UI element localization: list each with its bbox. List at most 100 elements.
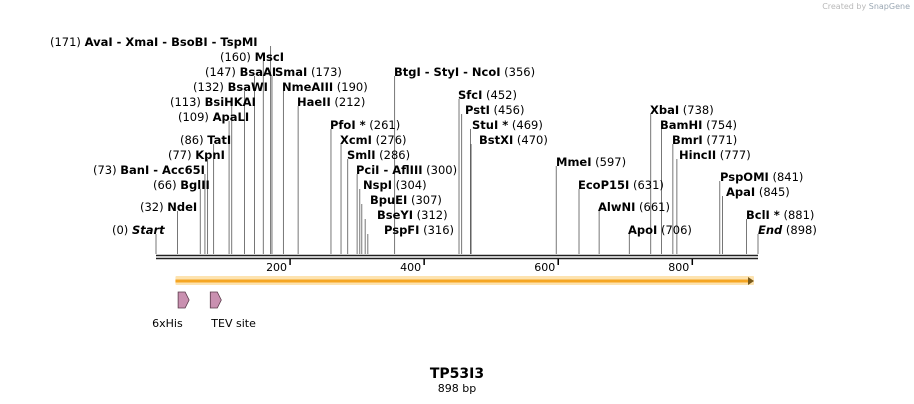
site-position: (631) — [629, 178, 664, 192]
ruler-tick-label: 200 — [266, 261, 287, 274]
site-label: NmeAIII (190) — [282, 80, 368, 94]
site-position: (456) — [490, 103, 525, 117]
site-enzyme-name: NspI — [363, 178, 392, 192]
site-position: (86) — [180, 133, 207, 147]
site-position: (32) — [140, 200, 167, 214]
site-position: (73) — [93, 163, 120, 177]
site-position: (147) — [205, 65, 240, 79]
site-enzyme-name: MscI — [255, 50, 284, 64]
site-position: (261) — [366, 118, 401, 132]
site-label: XbaI (738) — [650, 103, 714, 117]
site-enzyme-name: HaeII — [297, 95, 331, 109]
ruler-tick-label: 600 — [534, 261, 555, 274]
site-enzyme-name: TatI — [207, 133, 231, 147]
feature-arrow — [209, 291, 222, 309]
site-label: ApoI (706) — [628, 223, 692, 237]
site-label: End (898) — [758, 223, 817, 237]
site-position: (77) — [168, 148, 195, 162]
site-enzyme-name: - XmaI — [113, 35, 159, 49]
site-position: (190) — [333, 80, 368, 94]
site-labels: (0) Start (32) NdeI (66) BglII(73) BanI - … — [50, 35, 817, 237]
sequence-backbone — [156, 254, 758, 260]
site-position: (312) — [413, 208, 448, 222]
site-label: BclI * (881) — [746, 208, 814, 222]
map-title: TP53I3 — [430, 366, 484, 382]
site-enzyme-name: - StyI — [421, 65, 459, 79]
site-position: (469) — [508, 118, 543, 132]
site-label: NspI (304) — [363, 178, 427, 192]
site-position: (661) — [635, 200, 670, 214]
site-position: (738) — [679, 103, 714, 117]
credit-prefix: Created by — [822, 2, 867, 11]
site-enzyme-name: MmeI — [556, 155, 592, 169]
site-label: (160) MscI — [220, 50, 284, 64]
site-enzyme-name: NdeI — [167, 200, 197, 214]
site-enzyme-name: PspFI — [384, 223, 419, 237]
site-label: BstXI (470) — [479, 133, 548, 147]
site-enzyme-name: PspOMI — [720, 170, 769, 184]
site-label: PspOMI (841) — [720, 170, 803, 184]
site-enzyme-name: - NcoI — [459, 65, 500, 79]
site-position: (754) — [702, 118, 737, 132]
site-enzyme-name: EcoP15I — [578, 178, 629, 192]
site-enzyme-name: - BsoBI — [158, 35, 207, 49]
site-label: BamHI (754) — [660, 118, 737, 132]
site-enzyme-name: BstXI — [479, 133, 513, 147]
site-enzyme-name: SfcI — [458, 88, 482, 102]
site-label: PstI (456) — [465, 103, 524, 117]
site-label: PspFI (316) — [384, 223, 454, 237]
site-position: (307) — [407, 193, 442, 207]
site-enzyme-name: BpuEI — [370, 193, 407, 207]
site-label: ApaI (845) — [726, 185, 790, 199]
site-label: SmlI (286) — [347, 148, 410, 162]
site-enzyme-name: BclI * — [746, 208, 780, 222]
site-enzyme-name: BtgI — [394, 65, 421, 79]
site-position: (706) — [657, 223, 692, 237]
feature-arrow — [177, 291, 190, 309]
site-label: (171) AvaI - XmaI - BsoBI - TspMI — [50, 35, 258, 49]
site-enzyme-name: AvaI — [85, 35, 113, 49]
site-enzyme-name: ApaLI — [213, 110, 250, 124]
site-label: (73) BanI - Acc65I — [93, 163, 205, 177]
site-label: (0) Start — [112, 223, 165, 237]
site-enzyme-name: BseYI — [377, 208, 413, 222]
feature-label: TEV site — [210, 317, 256, 330]
ruler-tick-label: 400 — [400, 261, 421, 274]
site-enzyme-name: HincII — [679, 148, 716, 162]
snapgene-credit: Created by SnapGene — [822, 2, 910, 11]
site-label: (32) NdeI — [140, 200, 197, 214]
site-enzyme-name: BsaWI — [228, 80, 268, 94]
site-position: (300) — [423, 163, 458, 177]
features: 6xHis TEV site — [152, 291, 256, 330]
feature-label: 6xHis — [152, 317, 183, 330]
site-position: (66) — [153, 178, 180, 192]
site-label: (132) BsaWI — [193, 80, 268, 94]
site-label: MmeI (597) — [556, 155, 626, 169]
site-position: (0) — [112, 223, 132, 237]
site-enzyme-name: BamHI — [660, 118, 702, 132]
snapgene-logo: SnapGene — [868, 2, 910, 11]
site-enzyme-name: PfoI * — [330, 118, 366, 132]
site-label: SmaI (173) — [275, 65, 342, 79]
site-position: (276) — [372, 133, 407, 147]
site-label: HaeII (212) — [297, 95, 365, 109]
site-enzyme-name: BsaAI — [240, 65, 277, 79]
site-label: AlwNI (661) — [598, 200, 670, 214]
site-enzyme-name: StuI * — [472, 118, 508, 132]
site-label: EcoP15I (631) — [578, 178, 664, 192]
site-position: (212) — [331, 95, 366, 109]
site-position: (171) — [50, 35, 85, 49]
site-label: (113) BsiHKAI — [170, 95, 256, 109]
site-enzyme-name: PciI — [356, 163, 379, 177]
site-enzyme-name: - TspMI — [208, 35, 258, 49]
site-position: (109) — [178, 110, 213, 124]
site-label: XcmI (276) — [340, 133, 407, 147]
site-label: (66) BglII — [153, 178, 210, 192]
site-label: PciI - AflIII (300) — [356, 163, 457, 177]
site-position: (452) — [482, 88, 517, 102]
site-position: (113) — [170, 95, 205, 109]
site-label: StuI * (469) — [472, 118, 543, 132]
site-label: HincII (777) — [679, 148, 751, 162]
site-label: BtgI - StyI - NcoI (356) — [394, 65, 535, 79]
